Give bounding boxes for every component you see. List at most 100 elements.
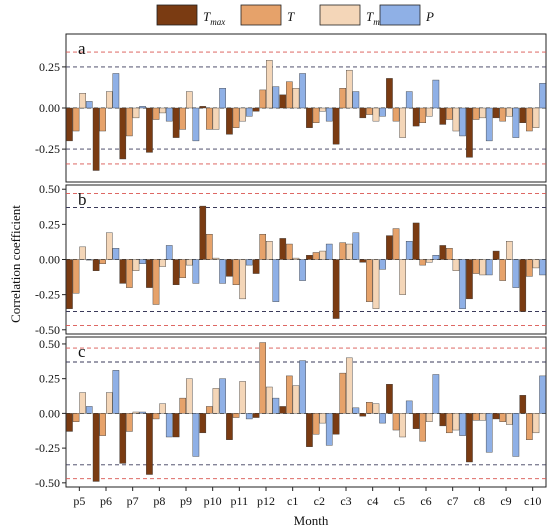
bar-p-p5 <box>85 259 93 261</box>
bar-t-c8 <box>472 107 480 120</box>
bar-tmax-c4 <box>359 107 367 119</box>
bar-p-p11 <box>245 413 253 420</box>
bar-t-c2 <box>312 413 320 435</box>
bar-tmax-p12 <box>252 107 260 112</box>
bar-t-p8 <box>152 259 160 305</box>
bar-tmin-p5 <box>79 92 86 109</box>
bar-t-c6 <box>419 413 427 442</box>
bar-t-c3 <box>339 372 347 414</box>
bar-p-c2 <box>325 413 333 446</box>
panel-c: 0.50 0.25 0.00 -0.25 -0.50 c <box>35 336 547 490</box>
bar-tmax-c9 <box>492 413 500 420</box>
bar-tmin-p8 <box>159 107 166 114</box>
bar-tmax-c2 <box>306 107 313 128</box>
x-tick-label-p8: p8 <box>153 494 165 508</box>
bar-p-p9 <box>192 413 200 457</box>
legend-label-p: P <box>425 9 434 24</box>
x-tick-label-p5: p5 <box>73 494 85 508</box>
bar-p-p9 <box>192 107 200 142</box>
bar-p-p7 <box>139 411 146 414</box>
bar-p-p12 <box>272 259 280 302</box>
bar-tmin-p6 <box>105 91 113 109</box>
y-tick-label: 0.25 <box>39 217 60 231</box>
bar-p-c7 <box>459 259 466 309</box>
bar-tmax-p8 <box>146 413 153 475</box>
bar-tmin-p12 <box>266 386 273 414</box>
bar-p-p7 <box>139 106 146 109</box>
x-tick-label-c7: c7 <box>447 494 458 508</box>
x-tick-label-c1: c1 <box>287 494 298 508</box>
bar-tmin-c5 <box>399 259 406 295</box>
panel-b: 0.50 0.25 0.00 -0.25 -0.50 b <box>35 182 547 337</box>
y-tick-label: -0.50 <box>35 323 60 337</box>
bar-t-p6 <box>99 259 106 264</box>
bar-tmin-p9 <box>185 259 193 266</box>
bar-tmax-c8 <box>466 259 473 300</box>
bar-tmin-c6 <box>426 413 433 422</box>
bar-p-c6 <box>432 79 440 109</box>
bar-p-p12 <box>272 86 280 109</box>
bar-tmin-p11 <box>239 381 246 414</box>
bar-t-c2 <box>312 107 320 124</box>
bar-t-p12 <box>259 233 267 260</box>
bar-tmin-c10 <box>532 259 540 269</box>
bar-tmin-c3 <box>346 69 353 109</box>
bar-t-p9 <box>179 397 187 414</box>
bar-tmin-c3 <box>346 243 353 260</box>
y-tick-label: 0.00 <box>39 101 60 115</box>
bar-t-c2 <box>312 252 320 260</box>
bar-tmin-p6 <box>105 232 113 260</box>
bar-t-p6 <box>99 107 106 132</box>
bar-tmin-c1 <box>292 385 300 414</box>
bar-tmin-c4 <box>372 403 380 414</box>
bar-p-c1 <box>299 360 306 414</box>
bar-tmax-c10 <box>519 259 527 312</box>
x-tick-label-c2: c2 <box>314 494 325 508</box>
bar-tmax-c1 <box>279 406 287 414</box>
bar-t-c9 <box>499 107 507 122</box>
bar-tmax-c1 <box>279 238 287 260</box>
bar-t-p5 <box>72 413 80 422</box>
bar-t-c4 <box>366 107 373 115</box>
x-tick-label-p6: p6 <box>100 494 112 508</box>
panel-label: c <box>78 342 86 361</box>
bar-tmin-p11 <box>239 107 246 122</box>
bar-p-p6 <box>112 248 120 260</box>
bar-tmin-c2 <box>319 413 326 424</box>
bar-tmin-c6 <box>426 259 433 263</box>
y-tick-label: -0.25 <box>35 142 60 156</box>
bar-tmin-p9 <box>185 91 193 109</box>
bar-t-c3 <box>339 88 347 109</box>
bar-p-c9 <box>512 107 520 138</box>
bar-p-c1 <box>299 259 306 281</box>
bar-t-p10 <box>206 233 213 260</box>
bar-tmin-p12 <box>266 60 273 109</box>
bar-tmin-p5 <box>79 392 86 414</box>
bar-tmin-c10 <box>532 107 540 128</box>
bar-tmin-c7 <box>452 259 460 271</box>
bar-tmax-p7 <box>119 259 127 284</box>
bar-t-c4 <box>366 402 373 414</box>
bar-tmax-c2 <box>306 413 313 447</box>
bar-t-p12 <box>259 89 267 109</box>
bar-p-c8 <box>485 259 493 276</box>
bar-tmax-c9 <box>492 250 500 260</box>
bar-tmin-c2 <box>319 107 326 112</box>
y-tick-label: -0.25 <box>35 288 60 302</box>
bar-t-p12 <box>259 342 267 414</box>
bar-tmax-c3 <box>332 107 340 145</box>
bar-tmax-p10 <box>199 413 207 434</box>
bar-tmin-p11 <box>239 259 246 300</box>
bar-p-c3 <box>352 407 360 414</box>
bar-t-p11 <box>232 107 240 128</box>
bar-p-c3 <box>352 232 360 260</box>
bar-tmax-p10 <box>199 205 207 260</box>
bar-tmax-p11 <box>226 107 233 135</box>
bar-tmax-p8 <box>146 259 153 288</box>
bar-t-p5 <box>72 259 80 294</box>
bar-t-p7 <box>126 259 133 288</box>
bar-tmin-c8 <box>479 413 486 421</box>
bar-tmax-p7 <box>119 413 127 464</box>
bar-p-c10 <box>539 83 546 109</box>
bar-tmin-c4 <box>372 107 380 122</box>
